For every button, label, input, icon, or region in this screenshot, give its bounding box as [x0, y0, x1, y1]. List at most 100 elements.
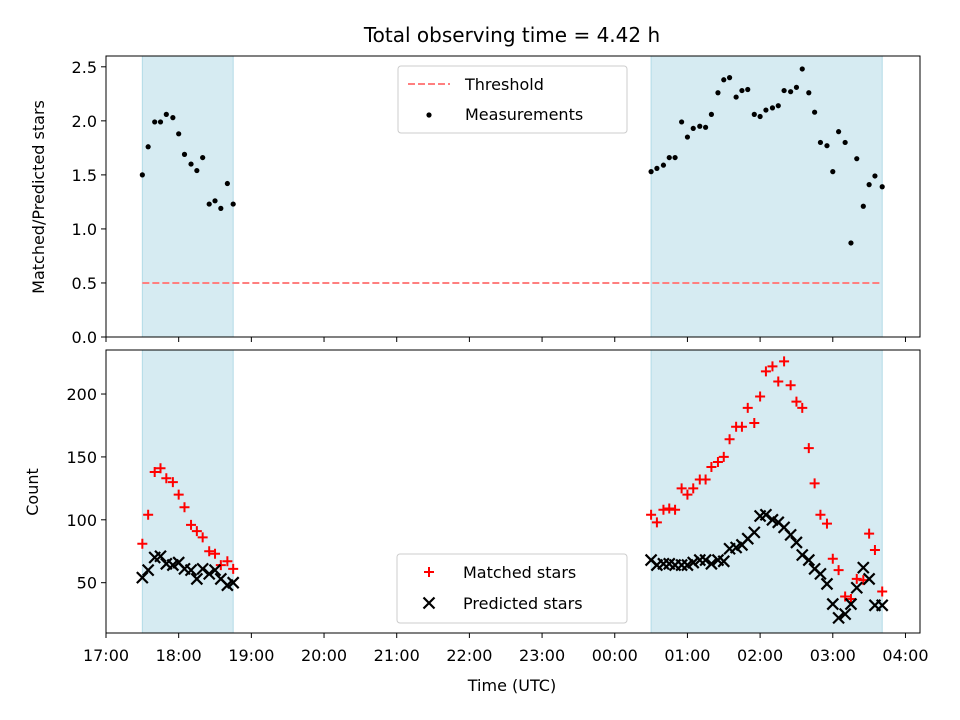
- x-tick-label: 03:00: [810, 646, 856, 665]
- measurement-point: [769, 105, 776, 111]
- matched-star-point: [167, 477, 178, 488]
- top-y-tick-label: 2.0: [72, 112, 97, 131]
- matched-star-point: [651, 517, 662, 528]
- top-legend-box: [397, 65, 628, 134]
- predicted-star-point: [790, 536, 803, 549]
- measurement-point: [812, 109, 818, 115]
- x-tick-label: 01:00: [664, 646, 710, 665]
- measurement-point: [212, 198, 218, 204]
- observing-window: [650, 55, 883, 338]
- measurements-legend-label: Measurements: [465, 105, 583, 124]
- observing-window: [650, 349, 883, 634]
- matched-star-point: [869, 544, 880, 555]
- bottom-panel: 50 100 150 200 17:00 18:00 19:00 20:00 21:00 22:…: [23, 349, 929, 695]
- measurement-point: [866, 182, 872, 188]
- matched-star-point: [724, 434, 735, 445]
- matched-star-point: [736, 421, 747, 432]
- measurement-point: [200, 154, 206, 161]
- measurement-point: [806, 90, 812, 96]
- top-y-tick-label: 0.0: [72, 328, 97, 347]
- x-tick-label: 04:00: [882, 646, 928, 665]
- matched-star-point: [877, 586, 888, 597]
- measurement-point: [654, 165, 660, 171]
- predicted-star-point: [154, 549, 167, 563]
- measurement-point: [163, 111, 169, 117]
- measurement-point: [702, 124, 709, 130]
- predicted-stars-legend-label: Predicted stars: [463, 594, 583, 613]
- observing-window: [141, 349, 234, 634]
- predicted-stars-legend-glyph: [422, 596, 436, 610]
- predicted-star-point: [699, 553, 712, 567]
- predicted-star-point: [857, 561, 870, 574]
- measurement-point: [176, 131, 182, 137]
- matched-star-point: [155, 463, 166, 474]
- matched-star-point: [827, 553, 838, 564]
- bottom-y-tick-label: 100: [66, 511, 97, 530]
- top-y-tick-label: 1.0: [72, 220, 97, 239]
- matched-star-point: [676, 483, 687, 494]
- measurement-point: [660, 162, 667, 168]
- predicted-star-point: [832, 611, 845, 625]
- measurement-point: [733, 94, 739, 100]
- matched-star-point: [760, 366, 771, 377]
- top-y-axis-label: Matched/Predicted stars: [29, 100, 48, 294]
- predicted-star-point: [820, 577, 834, 591]
- measurement-point: [757, 113, 763, 120]
- predicted-star-point: [748, 526, 761, 539]
- matched-star-point: [833, 565, 844, 576]
- matched-star-point: [222, 556, 233, 567]
- matched-star-point: [797, 402, 808, 413]
- measurements-legend-marker: [426, 112, 432, 118]
- matched-star-point: [688, 483, 699, 494]
- measurement-point: [830, 169, 836, 175]
- predicted-star-point: [717, 555, 731, 568]
- matched-star-point: [228, 563, 239, 574]
- predicted-star-point: [784, 528, 797, 542]
- measurement-point: [739, 87, 745, 94]
- matched-star-point: [161, 473, 172, 484]
- measurement-point: [684, 134, 691, 140]
- matched-star-point: [173, 489, 184, 500]
- top-y-tick-label: 0.5: [72, 274, 97, 293]
- matched-star-point: [791, 396, 802, 407]
- measurement-point: [145, 144, 151, 150]
- matched-star-point: [785, 380, 796, 391]
- top-y-tick-label: 2.5: [72, 58, 97, 77]
- matched-star-point: [700, 474, 711, 485]
- matched-star-point: [845, 594, 856, 605]
- measurement-point: [824, 143, 830, 149]
- measurement-point: [836, 129, 842, 135]
- predicted-star-point: [850, 581, 864, 594]
- top-legend: Threshold Measurements: [397, 65, 628, 134]
- measurement-point: [799, 66, 805, 72]
- predicted-star-point: [202, 567, 216, 581]
- bottom-plot-frame: [105, 349, 921, 634]
- measurement-point: [194, 167, 200, 174]
- measurement-point: [230, 201, 236, 207]
- measurement-point: [751, 111, 757, 117]
- predicted-star-point: [875, 599, 889, 612]
- measurement-point: [648, 169, 654, 175]
- bottom-legend-box: [396, 553, 628, 624]
- matched-star-point: [851, 573, 862, 584]
- matched-star-point: [658, 504, 669, 515]
- matched-star-point: [646, 509, 657, 520]
- bottom-y-axis-label: Count: [23, 468, 42, 516]
- x-tick-label: 18:00: [156, 646, 202, 665]
- matched-star-point: [767, 361, 778, 372]
- measurement-point: [788, 89, 794, 95]
- x-tick-label: 02:00: [737, 646, 783, 665]
- matched-star-point: [191, 526, 202, 537]
- measurement-point: [157, 119, 164, 125]
- predicted-stars-legend-marker: [422, 596, 436, 610]
- matched-star-point: [204, 546, 215, 557]
- threshold-legend-label: Threshold: [464, 75, 544, 94]
- predicted-star-point: [802, 553, 816, 567]
- predicted-star-point: [838, 607, 852, 621]
- bottom-y-tick-label: 200: [66, 385, 97, 404]
- matched-star-point: [670, 504, 681, 515]
- matched-star-point: [179, 502, 190, 513]
- matched-star-point: [137, 538, 148, 549]
- measurement-point: [690, 125, 696, 132]
